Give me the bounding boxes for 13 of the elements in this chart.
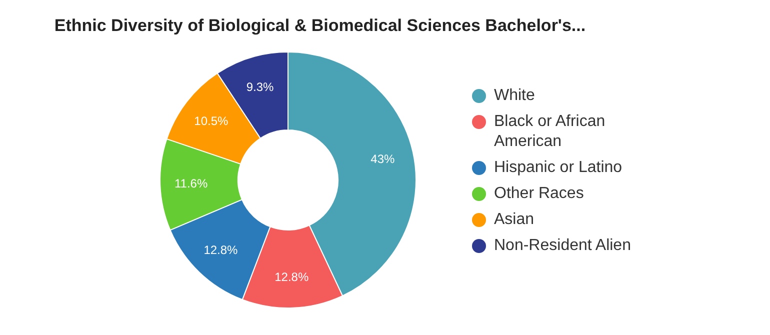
- legend-label: Other Races: [494, 184, 585, 204]
- legend-label: White: [494, 86, 536, 106]
- data-label: 11.6%: [174, 176, 208, 191]
- data-label: 10.5%: [194, 114, 229, 128]
- data-label: 12.8%: [204, 242, 238, 257]
- legend-label: Non-Resident Alien: [494, 236, 632, 256]
- data-label: 9.3%: [246, 80, 274, 94]
- data-label: 43%: [370, 152, 395, 166]
- legend-label: Black or African American: [494, 112, 606, 152]
- legend-label: Asian: [494, 210, 536, 230]
- data-label: 12.8%: [274, 270, 309, 284]
- chart-title: Ethnic Diversity of Biological & Biomedical Sciences Bachelor's...: [53, 16, 587, 36]
- legend-label: Hispanic or Latino: [494, 158, 624, 178]
